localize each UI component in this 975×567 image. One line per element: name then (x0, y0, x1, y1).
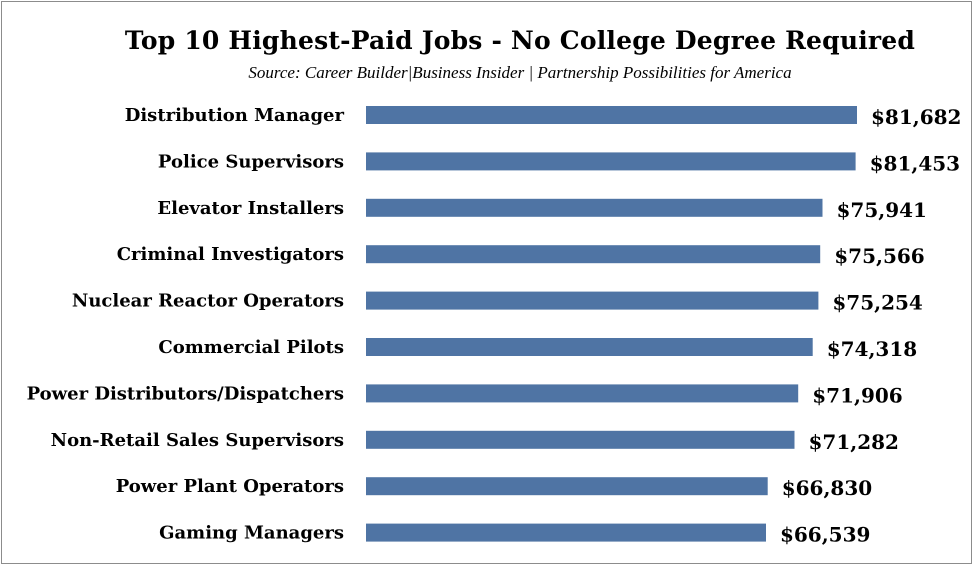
category-label: Criminal Investigators (117, 244, 344, 265)
data-label: $75,566 (834, 244, 924, 268)
chart-title: Top 10 Highest-Paid Jobs - No College De… (124, 26, 916, 55)
bar (366, 198, 823, 217)
bar (366, 106, 857, 124)
data-label: $71,906 (812, 383, 902, 407)
bar (366, 291, 819, 310)
category-label: Nuclear Reactor Operators (72, 291, 344, 312)
bar (366, 245, 821, 264)
bar (366, 384, 799, 403)
data-label: $75,941 (836, 198, 926, 222)
category-label: Power Plant Operators (116, 476, 344, 497)
category-label: Commercial Pilots (158, 337, 344, 358)
bar (366, 477, 768, 496)
data-label: $66,539 (780, 523, 870, 547)
bar (366, 430, 795, 449)
category-label: Power Distributors/Dispatchers (27, 383, 344, 404)
category-label: Non-Retail Sales Supervisors (51, 430, 344, 451)
category-label: Elevator Installers (157, 198, 344, 219)
bar (366, 523, 766, 542)
data-label: $71,282 (808, 430, 898, 454)
data-label: $75,254 (832, 291, 923, 315)
category-label: Distribution Manager (125, 105, 345, 126)
data-label: $81,682 (871, 105, 961, 129)
chart-subtitle: Source: Career Builder|Business Insider … (248, 63, 792, 82)
data-label: $66,830 (782, 476, 872, 500)
data-label: $81,453 (870, 151, 960, 175)
bar (366, 338, 813, 356)
bar (366, 152, 856, 171)
data-label: $74,318 (827, 337, 917, 361)
category-label: Gaming Managers (159, 523, 344, 544)
category-label: Police Supervisors (158, 151, 344, 172)
